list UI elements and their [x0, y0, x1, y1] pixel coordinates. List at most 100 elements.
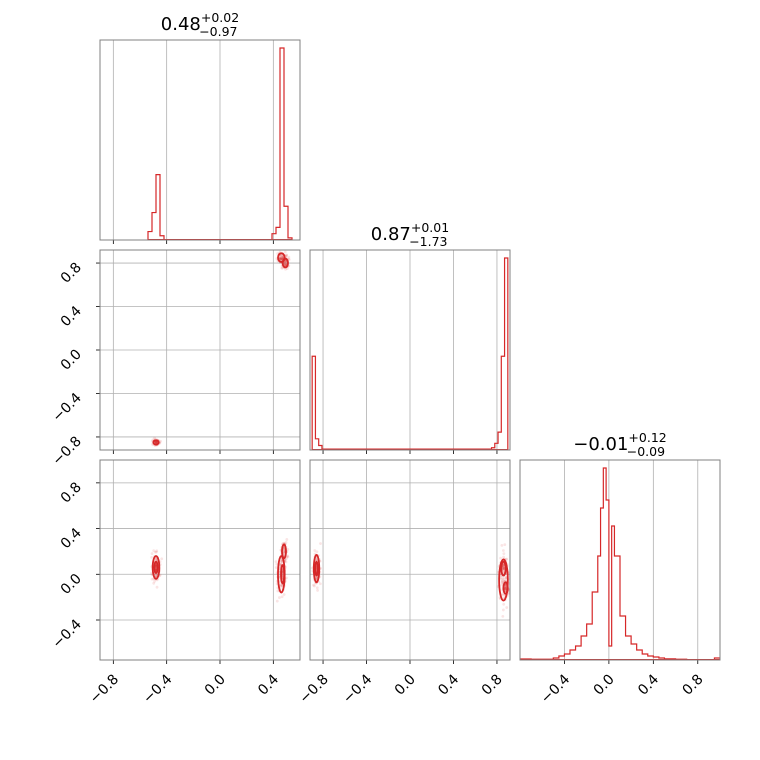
- sample-point: [500, 578, 504, 581]
- x-tick-label: 0.0: [591, 672, 618, 699]
- x-tick-label: 0.4: [435, 671, 462, 698]
- density-contour: [312, 553, 321, 584]
- y-tick-label: 0.4: [58, 525, 85, 552]
- title-plus: +0.12: [628, 430, 666, 445]
- sample-point: [284, 560, 288, 564]
- density-contour: [153, 560, 159, 575]
- title-minus: −0.97: [199, 24, 237, 39]
- x-tick-label: 0.0: [202, 672, 229, 699]
- sample-point: [283, 250, 287, 254]
- sample-points: [310, 542, 510, 618]
- panel-frame: [519, 459, 721, 661]
- sample-point: [505, 557, 509, 561]
- panel-title: 0.87+0.01 −1.73: [371, 220, 449, 249]
- panel-frame: [99, 249, 301, 451]
- sample-point: [154, 441, 158, 445]
- sample-point: [499, 556, 502, 560]
- sample-point: [503, 543, 507, 547]
- y-tick-label: 0.8: [58, 260, 85, 287]
- sample-point: [154, 440, 158, 444]
- x-tick-label: −0.4: [340, 671, 375, 706]
- panel-frame: [309, 459, 511, 661]
- density-contour: [502, 581, 509, 595]
- y-tick-label: 0.0: [58, 571, 85, 598]
- sample-point: [284, 541, 288, 544]
- sample-point: [150, 552, 154, 555]
- sample-point: [287, 255, 291, 259]
- sample-point: [280, 257, 283, 261]
- panel-title: −0.01+0.12 −0.09: [573, 430, 666, 459]
- x-tick-label: −0.8: [87, 672, 122, 707]
- sample-point: [503, 587, 507, 591]
- sample-point: [153, 550, 157, 554]
- sample-point: [286, 554, 290, 558]
- sample-point: [154, 557, 158, 561]
- sample-point: [504, 583, 507, 587]
- title-value: −0.01: [573, 434, 628, 455]
- sample-point: [279, 584, 283, 588]
- sample-point: [279, 257, 283, 261]
- sample-point: [285, 576, 288, 580]
- sample-point: [154, 441, 158, 444]
- sample-point: [285, 538, 289, 541]
- sample-point: [312, 583, 315, 587]
- title-minus: −0.09: [627, 444, 665, 459]
- sample-point: [279, 257, 283, 261]
- density-contour: [151, 555, 161, 580]
- y-tick-label: 0.4: [58, 303, 85, 330]
- sample-points: [150, 250, 291, 447]
- sample-point: [280, 559, 284, 563]
- sample-point: [280, 255, 284, 259]
- sample-point: [499, 576, 503, 580]
- sample-point: [501, 614, 505, 618]
- sample-point: [502, 602, 506, 606]
- sample-point: [282, 548, 286, 551]
- density-contour: [281, 543, 287, 560]
- histogram-steps: [147, 47, 293, 240]
- x-tick-label: 0.4: [635, 671, 662, 698]
- sample-point: [281, 255, 284, 259]
- sample-point: [280, 595, 284, 599]
- density-contour: [498, 558, 509, 602]
- sample-point: [153, 436, 156, 440]
- sample-point: [502, 555, 505, 559]
- y-tick-label: 0.8: [58, 479, 85, 506]
- sample-point: [278, 256, 282, 260]
- x-tick-label: −0.4: [140, 671, 175, 706]
- sample-point: [313, 584, 316, 588]
- sample-point: [155, 585, 159, 589]
- sample-point: [502, 577, 506, 581]
- sample-point: [278, 256, 282, 260]
- sample-point: [280, 256, 284, 260]
- sample-point: [283, 261, 287, 265]
- sample-point: [276, 589, 280, 593]
- sample-point: [150, 555, 154, 559]
- x-tick-label: 0.4: [255, 671, 282, 698]
- sample-point: [278, 596, 281, 599]
- sample-point: [155, 550, 158, 554]
- sample-point: [504, 588, 507, 592]
- sample-point: [275, 599, 279, 603]
- title-minus: −1.73: [409, 234, 447, 249]
- sample-point: [315, 586, 319, 590]
- x-tick-label: 0.8: [680, 672, 707, 699]
- sample-point: [286, 555, 290, 559]
- sample-point: [279, 257, 283, 261]
- param-1-marginal: 0.87+0.01 −1.73: [309, 220, 511, 454]
- sample-point: [279, 258, 283, 262]
- x-tick-label: −0.8: [297, 672, 332, 707]
- sample-point: [283, 261, 287, 265]
- sample-point: [159, 439, 163, 443]
- title-value: 0.48: [161, 14, 201, 35]
- sample-point: [313, 549, 317, 552]
- y-tick-label: −0.4: [49, 616, 84, 651]
- sample-point: [282, 593, 286, 596]
- y-tick-label: −0.8: [49, 433, 84, 468]
- sample-point: [502, 566, 505, 570]
- sample-point: [501, 592, 505, 596]
- sample-point: [279, 257, 283, 261]
- sample-point: [152, 549, 156, 553]
- sample-point: [284, 263, 288, 267]
- title-value: 0.87: [371, 224, 411, 245]
